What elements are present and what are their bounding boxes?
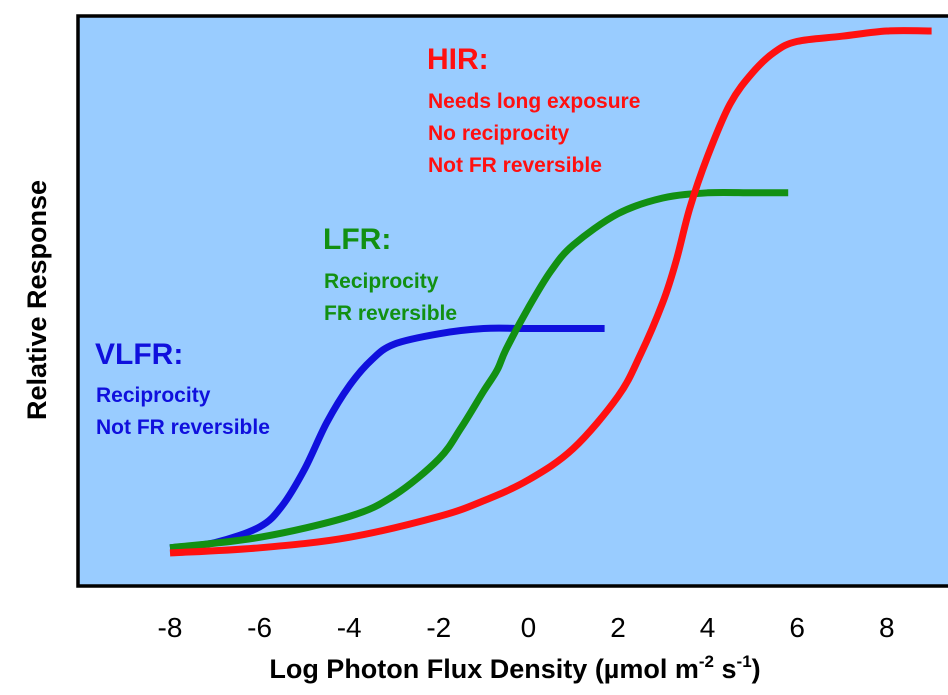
x-axis-label: Log Photon Flux Density (µmol m-2 s-1): [269, 652, 760, 684]
x-axis-label-sup1: -2: [699, 652, 714, 671]
y-axis-label: Relative Response: [22, 180, 52, 420]
x-axis-label-main: Log Photon Flux Density (µmol m: [269, 654, 699, 684]
hir-line-2: No reciprocity: [428, 122, 570, 145]
x-axis-label-mid: s: [714, 654, 737, 684]
vlfr-line-1: Reciprocity: [96, 384, 211, 407]
lfr-line-2: FR reversible: [324, 302, 457, 325]
x-axis-label-end: ): [752, 654, 761, 684]
x-tick-label: -2: [426, 612, 451, 643]
vlfr-line-2: Not FR reversible: [96, 416, 270, 439]
x-tick-label: 2: [610, 612, 626, 643]
hir-line-1: Needs long exposure: [428, 90, 640, 113]
x-tick-label: 4: [700, 612, 716, 643]
lfr-line-1: Reciprocity: [324, 270, 439, 293]
x-tick-label: 8: [879, 612, 895, 643]
vlfr-title: VLFR:: [95, 338, 183, 371]
x-axis-label-sup2: -1: [737, 652, 752, 671]
x-tick-label: -4: [337, 612, 362, 643]
hir-title: HIR:: [427, 43, 489, 76]
x-tick-label: 0: [521, 612, 537, 643]
x-tick-labels: -8 -6 -4 -2 0 2 4 6 8: [158, 612, 895, 643]
x-tick-label: -6: [247, 612, 272, 643]
lfr-title: LFR:: [323, 223, 391, 256]
x-tick-label: -8: [158, 612, 183, 643]
hir-line-3: Not FR reversible: [428, 154, 602, 177]
x-tick-label: 6: [789, 612, 805, 643]
